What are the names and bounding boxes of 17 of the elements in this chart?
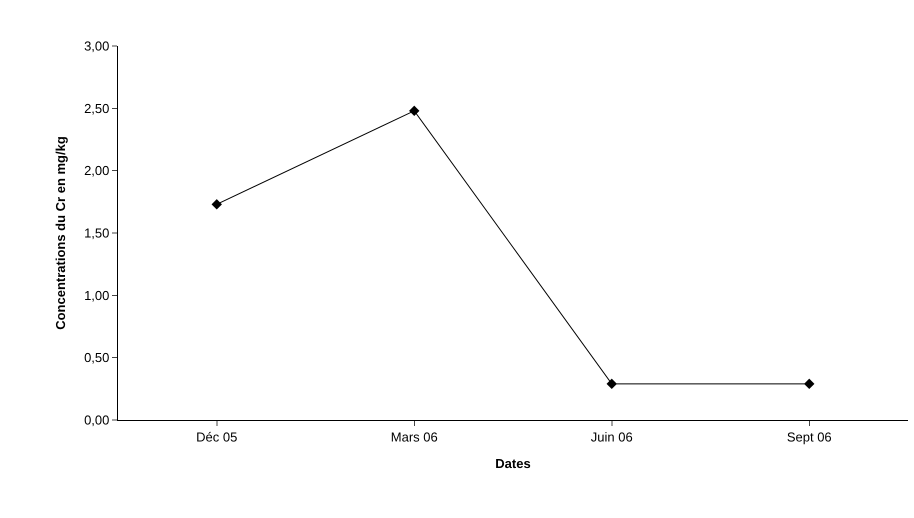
- x-tick-label: Sept 06: [786, 430, 832, 445]
- y-tick-label: 0,50: [84, 350, 110, 366]
- point: [409, 106, 420, 116]
- point: [212, 199, 222, 210]
- y-tick-label: 2,50: [84, 100, 110, 116]
- x-axis-title: Dates: [495, 456, 531, 472]
- y-tick-label: 3,00: [84, 38, 110, 54]
- y-tick-label: 2,00: [84, 163, 110, 178]
- x-tick-label: Déc 05: [196, 430, 238, 445]
- y-tick-label: 1,50: [84, 226, 110, 241]
- x-tick-label: Juin 06: [590, 430, 633, 445]
- y-axis-title: Concentrations du Cr en mg/kg: [53, 136, 68, 330]
- y-tick-label: 1,00: [84, 288, 110, 303]
- point: [606, 378, 617, 390]
- y-tick-label: 0,00: [84, 412, 110, 428]
- x-tick-label: Mars 06: [390, 430, 438, 445]
- point: [804, 378, 814, 390]
